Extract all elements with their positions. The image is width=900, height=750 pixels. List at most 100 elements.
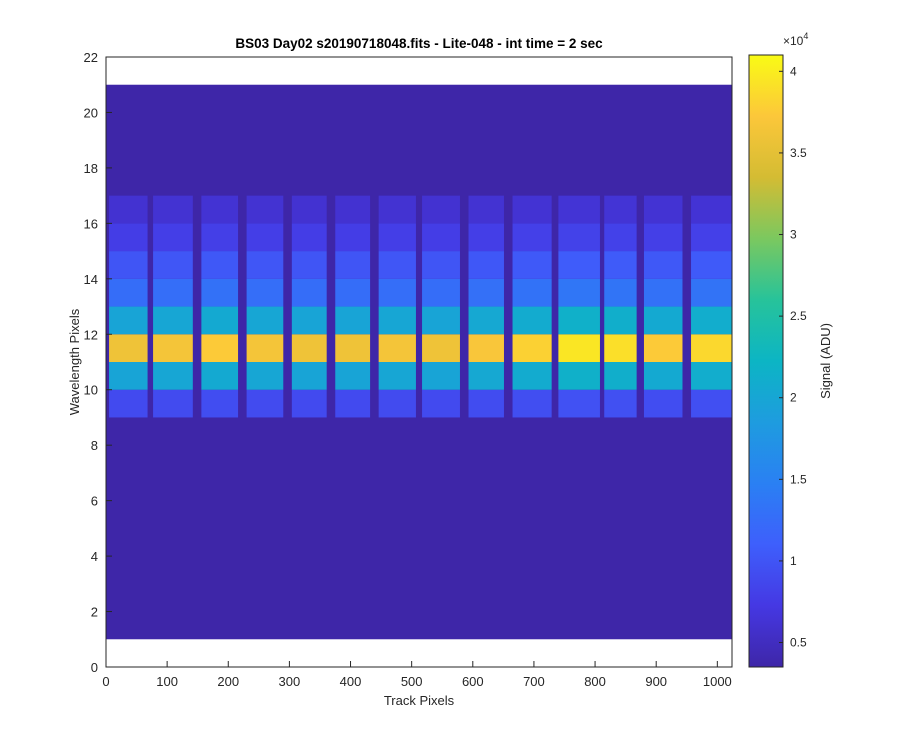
y-axis: 0 2 4 6 8 10 12 14 16 18 20 22 bbox=[84, 50, 112, 675]
heatmap-cell bbox=[468, 334, 504, 362]
heatmap-cell bbox=[691, 389, 732, 418]
heatmap-cell bbox=[109, 278, 148, 307]
x-tick-label: 500 bbox=[401, 674, 423, 689]
heatmap-cell bbox=[335, 389, 371, 418]
colorbar-tick-label: 3 bbox=[790, 228, 797, 242]
axes-box bbox=[105, 56, 733, 668]
heatmap-cell bbox=[691, 278, 732, 307]
heatmap-cell bbox=[691, 251, 732, 279]
heatmap-cell bbox=[378, 251, 416, 279]
heatmap-cell bbox=[558, 195, 600, 224]
heatmap-cell bbox=[558, 278, 600, 307]
y-tick-label: 14 bbox=[84, 272, 98, 287]
heatmap-cell bbox=[335, 223, 371, 252]
heatmap-cell bbox=[604, 389, 637, 418]
colorbar-exponent: ×104 bbox=[783, 31, 808, 48]
heatmap-cell bbox=[153, 306, 193, 335]
heatmap-cell bbox=[246, 389, 284, 418]
heatmap-cell bbox=[643, 334, 683, 362]
heatmap-cell bbox=[604, 278, 637, 307]
heatmap-cell bbox=[201, 223, 239, 252]
heatmap-cell bbox=[246, 223, 284, 252]
heatmap-cell bbox=[558, 362, 600, 390]
heatmap-cell bbox=[201, 306, 239, 335]
heatmap-cell bbox=[109, 306, 148, 335]
chart-title: BS03 Day02 s20190718048.fits - Lite-048 … bbox=[235, 36, 603, 51]
heatmap-cell bbox=[558, 251, 600, 279]
heatmap-cell bbox=[422, 251, 460, 279]
heatmap-cell bbox=[109, 334, 148, 362]
heatmap-cell bbox=[422, 223, 460, 252]
x-tick-label: 100 bbox=[156, 674, 178, 689]
heatmap-cell bbox=[291, 278, 327, 307]
heatmap-cell bbox=[335, 362, 371, 390]
heatmap-cell bbox=[512, 362, 552, 390]
heatmap-cell bbox=[246, 251, 284, 279]
y-tick-label: 20 bbox=[84, 105, 98, 120]
heatmap-cell bbox=[109, 389, 148, 418]
colorbar bbox=[748, 54, 784, 668]
heatmap-cell bbox=[643, 362, 683, 390]
y-tick-label: 10 bbox=[84, 383, 98, 398]
x-tick-label: 200 bbox=[217, 674, 239, 689]
heatmap-cell bbox=[468, 362, 504, 390]
heatmap-cell bbox=[468, 389, 504, 418]
x-tick-label: 1000 bbox=[703, 674, 732, 689]
colorbar-tick-label: 2.5 bbox=[790, 309, 807, 323]
y-tick-label: 22 bbox=[84, 50, 98, 65]
x-tick-label: 900 bbox=[645, 674, 667, 689]
colorbar-ticks: 0.5 1 1.5 2 2.5 3 3.5 4 bbox=[779, 64, 807, 650]
x-axis: 0 100 200 300 400 500 600 700 800 900 1000 bbox=[102, 661, 732, 689]
heatmap-cell bbox=[691, 334, 732, 362]
heatmap-cell bbox=[643, 223, 683, 252]
heatmap-cell bbox=[643, 195, 683, 224]
heatmap-cell bbox=[468, 278, 504, 307]
heatmap-cell bbox=[558, 389, 600, 418]
y-tick-label: 8 bbox=[91, 438, 98, 453]
heatmap-cell bbox=[291, 334, 327, 362]
x-tick-label: 700 bbox=[523, 674, 545, 689]
heatmap-cell bbox=[291, 195, 327, 224]
heatmap-cell bbox=[604, 251, 637, 279]
heatmap-cell bbox=[512, 278, 552, 307]
heatmap-cell bbox=[201, 389, 239, 418]
heatmap-cell bbox=[378, 389, 416, 418]
heatmap-cell bbox=[201, 334, 239, 362]
heatmap-cell bbox=[153, 278, 193, 307]
heatmap-cell bbox=[291, 362, 327, 390]
heatmap-cell bbox=[422, 334, 460, 362]
heatmap-cell bbox=[335, 251, 371, 279]
heatmap-cell bbox=[604, 306, 637, 335]
heatmap-cell bbox=[512, 306, 552, 335]
heatmap-cell bbox=[378, 306, 416, 335]
heatmap-cell bbox=[643, 278, 683, 307]
y-tick-label: 0 bbox=[91, 660, 98, 675]
heatmap-cell bbox=[153, 334, 193, 362]
heatmap-cell bbox=[153, 251, 193, 279]
heatmap-cell bbox=[109, 362, 148, 390]
colorbar-tick-label: 2 bbox=[790, 391, 797, 405]
x-tick-label: 400 bbox=[340, 674, 362, 689]
heatmap-cell bbox=[643, 251, 683, 279]
y-axis-label: Wavelength Pixels bbox=[67, 308, 82, 415]
colorbar-tick-label: 4 bbox=[790, 64, 797, 78]
heatmap-cell bbox=[291, 251, 327, 279]
heatmap-cell bbox=[691, 223, 732, 252]
heatmap-cell bbox=[468, 251, 504, 279]
heatmap-layer bbox=[106, 84, 732, 640]
y-tick-label: 16 bbox=[84, 216, 98, 231]
heatmap-cell bbox=[422, 362, 460, 390]
colorbar-label: Signal (ADU) bbox=[818, 323, 833, 399]
heatmap-cell bbox=[422, 389, 460, 418]
heatmap-cell bbox=[201, 362, 239, 390]
heatmap-cell bbox=[512, 195, 552, 224]
heatmap-cell bbox=[643, 306, 683, 335]
y-tick-label: 12 bbox=[84, 327, 98, 342]
heatmap-cell bbox=[335, 278, 371, 307]
heatmap-cell bbox=[512, 334, 552, 362]
heatmap-cell bbox=[468, 306, 504, 335]
heatmap-cell bbox=[201, 251, 239, 279]
x-tick-label: 800 bbox=[584, 674, 606, 689]
heatmap-cell bbox=[378, 195, 416, 224]
